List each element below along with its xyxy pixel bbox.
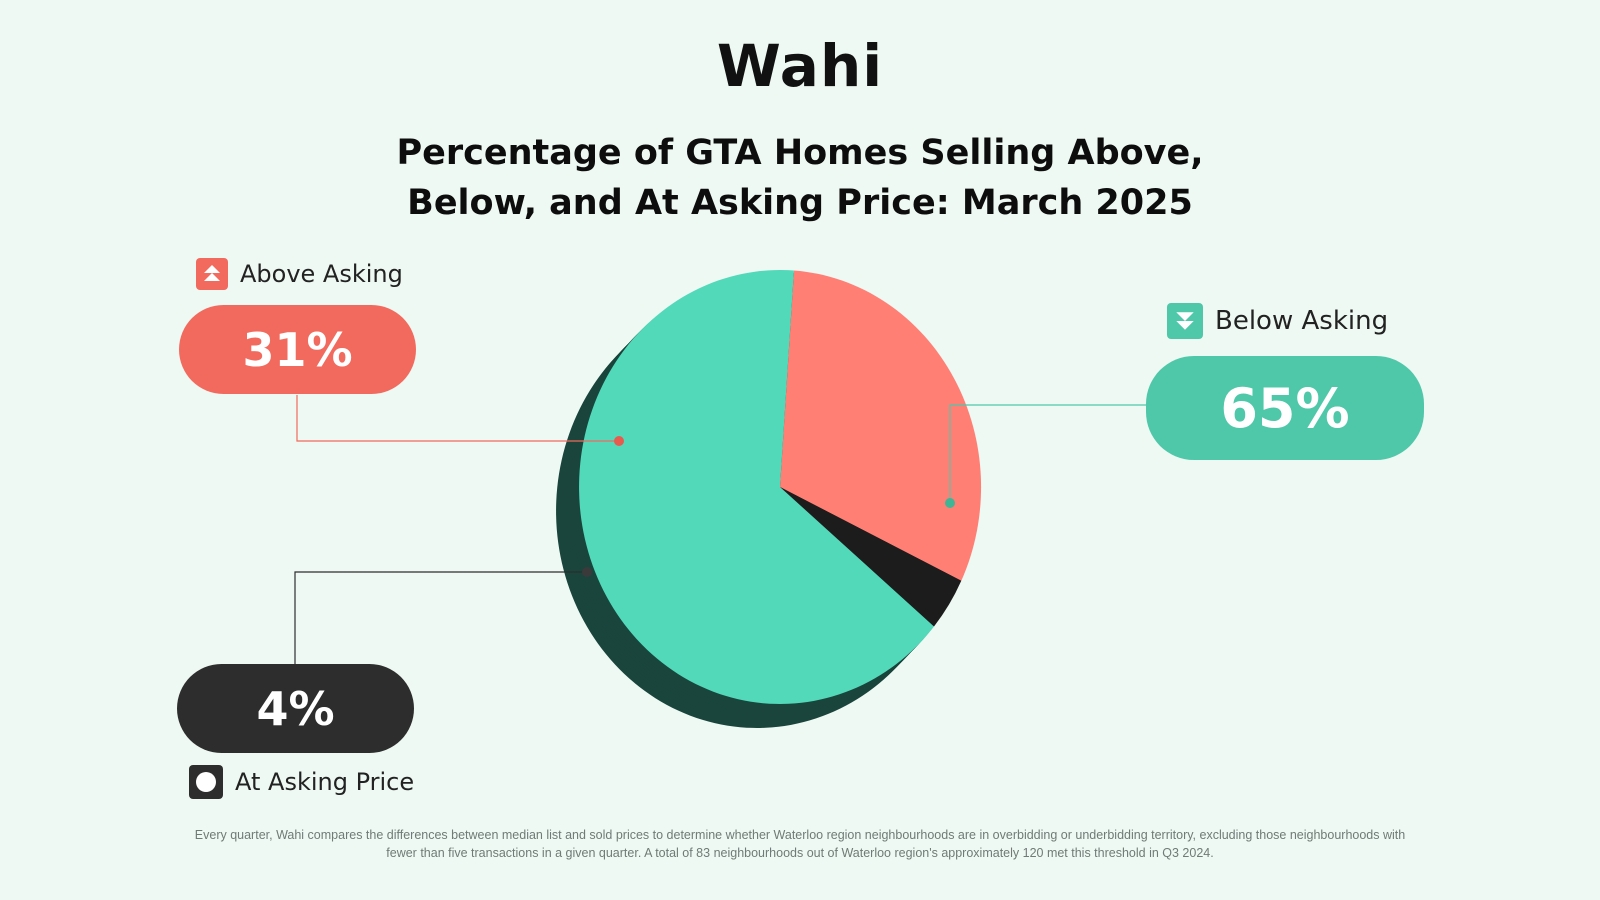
leader-line-at xyxy=(294,571,587,664)
leader-line-below xyxy=(949,404,1147,503)
below-asking-pill: 65% xyxy=(1146,356,1424,460)
legend-above-label: Above Asking xyxy=(240,260,403,288)
legend-below-asking: Below Asking xyxy=(1167,303,1388,339)
legend-below-label: Below Asking xyxy=(1215,306,1389,336)
legend-at-asking: At Asking Price xyxy=(189,765,414,799)
legend-at-label: At Asking Price xyxy=(235,768,415,796)
leader-line-above xyxy=(296,395,619,442)
double-arrow-up-icon xyxy=(196,258,228,290)
double-arrow-down-icon xyxy=(1167,303,1203,339)
above-asking-value: 31% xyxy=(242,322,353,377)
logo-text: Wahi xyxy=(716,32,884,100)
pie-slice-above-asking xyxy=(780,270,982,581)
circle-icon xyxy=(189,765,223,799)
chart-title-line-2: Below, and At Asking Price: March 2025 xyxy=(407,183,1193,223)
legend-above-asking: Above Asking xyxy=(196,258,403,290)
at-asking-pill: 4% xyxy=(177,664,414,753)
pie-top xyxy=(579,269,982,704)
wahi-logo: Wahi xyxy=(0,32,1600,100)
pie-slice-below-asking xyxy=(579,269,934,704)
chart-title-line-1: Percentage of GTA Homes Selling Above, xyxy=(396,133,1204,173)
leader-dot-above xyxy=(614,436,624,446)
chart-title: Percentage of GTA Homes Selling Above, B… xyxy=(0,128,1600,228)
below-asking-value: 65% xyxy=(1220,376,1350,440)
above-asking-pill: 31% xyxy=(179,305,416,394)
pie-slice-at-asking-price xyxy=(780,487,962,627)
leader-lines xyxy=(294,395,1147,664)
at-asking-value: 4% xyxy=(256,681,335,736)
leader-dot-below xyxy=(945,498,955,508)
leader-dot-at xyxy=(582,567,592,577)
footnote: Every quarter, Wahi compares the differe… xyxy=(194,828,1406,860)
